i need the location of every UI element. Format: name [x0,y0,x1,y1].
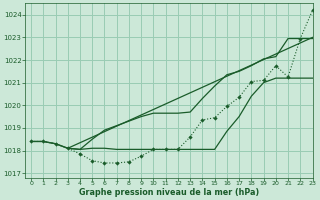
X-axis label: Graphe pression niveau de la mer (hPa): Graphe pression niveau de la mer (hPa) [79,188,259,197]
